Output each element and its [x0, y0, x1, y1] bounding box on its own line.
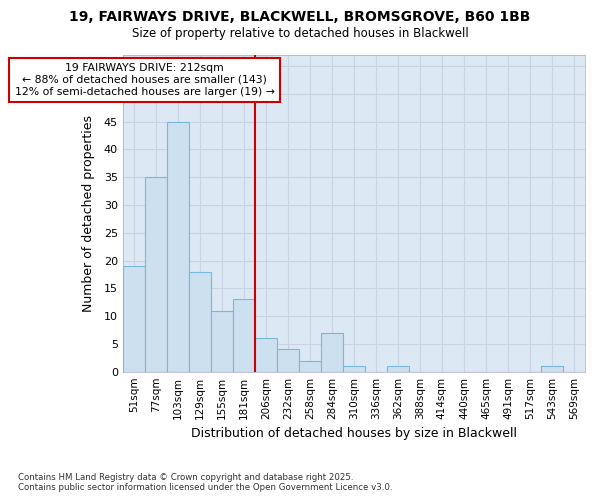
Text: Contains HM Land Registry data © Crown copyright and database right 2025.
Contai: Contains HM Land Registry data © Crown c…: [18, 473, 392, 492]
Text: 19, FAIRWAYS DRIVE, BLACKWELL, BROMSGROVE, B60 1BB: 19, FAIRWAYS DRIVE, BLACKWELL, BROMSGROV…: [70, 10, 530, 24]
Bar: [321, 333, 343, 372]
Bar: [233, 300, 255, 372]
Bar: [123, 266, 145, 372]
Bar: [189, 272, 211, 372]
Bar: [541, 366, 563, 372]
Bar: [299, 360, 321, 372]
Text: Size of property relative to detached houses in Blackwell: Size of property relative to detached ho…: [131, 28, 469, 40]
Y-axis label: Number of detached properties: Number of detached properties: [82, 115, 95, 312]
Bar: [167, 122, 189, 372]
Text: 19 FAIRWAYS DRIVE: 212sqm
← 88% of detached houses are smaller (143)
12% of semi: 19 FAIRWAYS DRIVE: 212sqm ← 88% of detac…: [15, 64, 275, 96]
Bar: [255, 338, 277, 372]
Bar: [211, 310, 233, 372]
Bar: [145, 177, 167, 372]
Bar: [343, 366, 365, 372]
X-axis label: Distribution of detached houses by size in Blackwell: Distribution of detached houses by size …: [191, 427, 517, 440]
Bar: [277, 350, 299, 372]
Bar: [387, 366, 409, 372]
